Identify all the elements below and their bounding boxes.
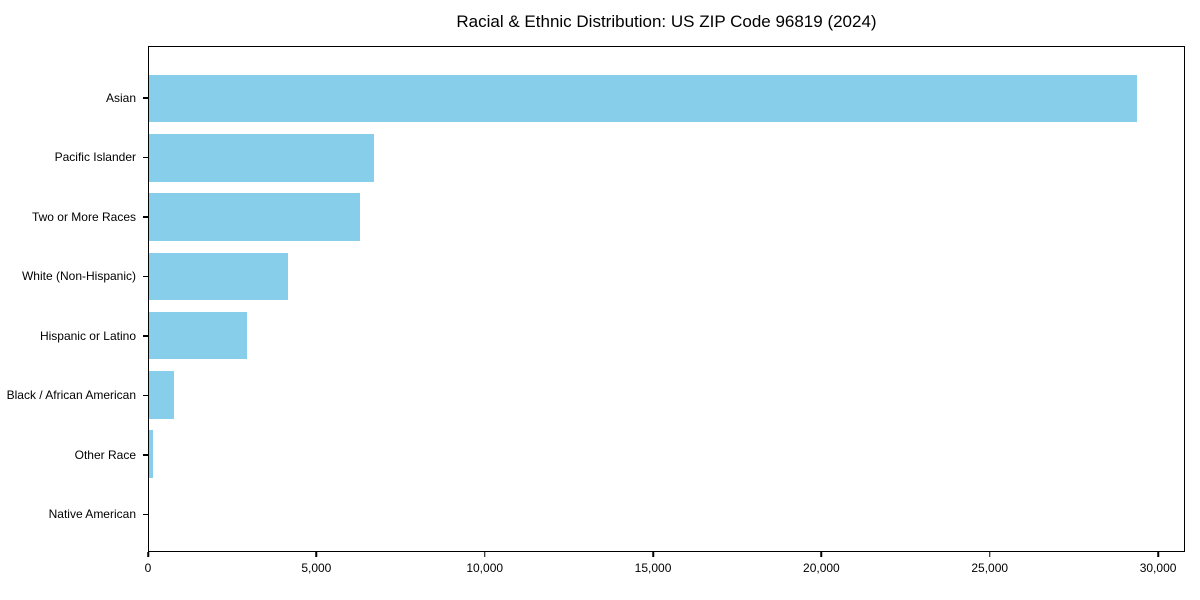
x-axis: 0 5,000 10,000 15,000 20,000 25,000 30,000: [144, 552, 1185, 596]
y-axis-label: Pacific Islander: [54, 150, 136, 165]
y-tick-mark: [143, 335, 148, 337]
x-tick-mark: [820, 552, 823, 557]
bar-row: [149, 306, 1184, 365]
y-tick-mark: [143, 97, 148, 99]
y-label-row: White (Non-Hispanic): [0, 247, 148, 307]
y-label-row: Asian: [0, 68, 148, 128]
bar: [149, 74, 1137, 123]
bar: [149, 134, 375, 182]
x-tick-mark: [147, 552, 149, 557]
chart-title: Racial & Ethnic Distribution: US ZIP Cod…: [456, 12, 877, 31]
y-axis-label: Native American: [48, 507, 136, 522]
x-tick-label: 25,000: [971, 561, 1009, 575]
y-tick-mark: [143, 216, 148, 218]
bar-row: [149, 128, 1184, 187]
y-axis: Asian Pacific Islander Two or More Races Wh…: [0, 46, 148, 552]
bar: [149, 371, 174, 419]
y-label-row: Black / African American: [0, 366, 148, 426]
bar-row: [149, 247, 1184, 306]
y-tick-mark: [143, 394, 148, 396]
y-label-row: Pacific Islander: [0, 128, 148, 188]
bar-series: [149, 47, 1184, 551]
y-axis-label: Hispanic or Latino: [39, 328, 136, 343]
bar: [149, 252, 289, 301]
x-tick-mark: [988, 552, 991, 557]
y-tick-mark: [143, 156, 148, 158]
plot-area: [148, 46, 1185, 552]
y-axis-label: Asian: [105, 90, 136, 105]
bar-row: [149, 188, 1184, 247]
x-tick-mark: [1157, 552, 1159, 557]
x-tick-mark: [652, 552, 654, 557]
bar-row: [149, 365, 1184, 424]
bar: [149, 311, 248, 360]
y-tick-mark: [143, 454, 148, 456]
x-tick-mark: [483, 552, 486, 557]
y-label-row: Other Race: [0, 425, 148, 485]
x-tick-mark: [315, 552, 318, 557]
x-tick-label: 30,000: [1139, 561, 1177, 575]
y-axis-label: Two or More Races: [31, 209, 136, 224]
y-tick-mark: [143, 275, 148, 277]
x-tick-label: 5,000: [301, 561, 332, 575]
x-tick-label: 10,000: [466, 561, 504, 575]
y-label-row: Two or More Races: [0, 187, 148, 247]
bar-row: [149, 484, 1184, 543]
y-tick-mark: [143, 513, 148, 515]
y-label-row: Hispanic or Latino: [0, 306, 148, 366]
x-tick-label: 15,000: [634, 561, 672, 575]
y-axis-label: White (Non-Hispanic): [21, 269, 136, 284]
x-tick-label: 0: [144, 561, 152, 575]
bar-row: [149, 425, 1184, 484]
x-tick-label: 20,000: [803, 561, 840, 575]
y-label-row: Native American: [0, 485, 148, 545]
bar: [149, 193, 360, 241]
y-axis-label: Black / African American: [6, 388, 136, 403]
bar-row: [149, 69, 1184, 128]
bar: [149, 430, 154, 478]
y-axis-label: Other Race: [74, 447, 136, 462]
